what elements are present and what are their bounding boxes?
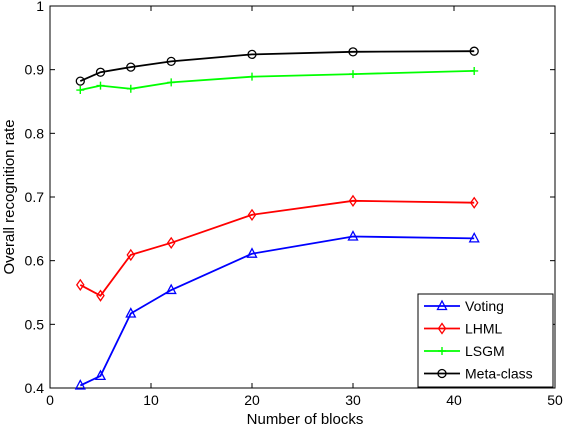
data-point-meta-class	[75, 76, 85, 86]
data-point-meta-class	[95, 67, 106, 77]
legend-label: LHML	[465, 321, 503, 337]
legend-marker	[438, 347, 446, 355]
legend-item-lhml: LHML	[424, 321, 503, 337]
data-point-voting	[74, 379, 86, 390]
x-tick-label: 0	[46, 392, 54, 408]
y-tick-label: 0.4	[25, 380, 45, 396]
y-axis-label: Overall recognition rate	[1, 119, 18, 274]
legend-item-meta-class: Meta-class	[424, 366, 533, 382]
y-tick-label: 0.7	[25, 189, 45, 205]
data-point-lsgm	[349, 70, 357, 79]
y-axis: 0.4 0.5 0.6 0.7 0.8 0.9 1	[25, 0, 555, 396]
y-tick-label: 0.8	[25, 125, 45, 141]
data-point-lhml	[247, 208, 257, 221]
data-point-voting	[165, 283, 177, 295]
x-tick-label: 50	[547, 392, 563, 408]
data-point-lsgm	[126, 84, 135, 93]
y-tick-label: 0.6	[25, 253, 45, 269]
x-axis-label: Number of blocks	[247, 411, 364, 426]
series-meta-class	[75, 46, 479, 86]
data-point-lsgm	[470, 66, 479, 75]
x-axis: 0 10 20 30 40 50	[46, 6, 563, 408]
data-point-lsgm	[96, 81, 105, 90]
data-point-meta-class	[126, 62, 136, 72]
data-point-meta-class	[469, 46, 479, 56]
legend-label: Meta-class	[465, 366, 533, 382]
series-layer	[74, 46, 480, 390]
y-tick-label: 0.9	[25, 62, 45, 78]
data-point-meta-class	[348, 47, 358, 57]
data-point-voting	[246, 247, 258, 258]
data-point-meta-class	[166, 56, 176, 67]
legend-item-lsgm: LSGM	[424, 343, 505, 359]
data-point-meta-class	[247, 49, 257, 60]
series-lhml	[76, 194, 479, 302]
y-tick-label: 1	[36, 0, 44, 14]
legend: Voting LHML LSGM Meta-class	[417, 293, 554, 388]
y-tick-label: 0.5	[25, 316, 45, 332]
legend-marker	[437, 368, 447, 379]
data-point-lhml	[126, 248, 136, 262]
series-line-meta-class	[79, 50, 475, 82]
data-point-lhml	[76, 278, 85, 291]
legend-item-voting: Voting	[424, 298, 504, 314]
legend-label: Voting	[465, 298, 504, 314]
x-tick-label: 30	[345, 392, 361, 408]
legend-marker	[437, 322, 447, 335]
data-point-lhml	[166, 236, 176, 249]
series-voting	[74, 230, 480, 390]
series-lsgm	[76, 66, 479, 95]
series-line-voting	[79, 235, 475, 387]
data-point-voting	[94, 369, 107, 381]
data-point-lhml	[469, 196, 479, 209]
data-point-lsgm	[76, 86, 85, 95]
legend-marker	[436, 299, 448, 311]
x-tick-label: 20	[244, 392, 260, 408]
data-point-lhml	[348, 194, 358, 207]
x-tick-label: 10	[143, 392, 159, 408]
series-line-lhml	[79, 199, 475, 297]
x-tick-label: 40	[446, 392, 462, 408]
data-point-voting	[125, 307, 137, 318]
data-point-lhml	[96, 289, 105, 302]
data-point-voting	[347, 230, 359, 241]
data-point-lsgm	[167, 78, 176, 87]
data-point-lsgm	[248, 72, 256, 81]
legend-label: LSGM	[465, 343, 505, 359]
data-point-voting	[468, 231, 480, 243]
